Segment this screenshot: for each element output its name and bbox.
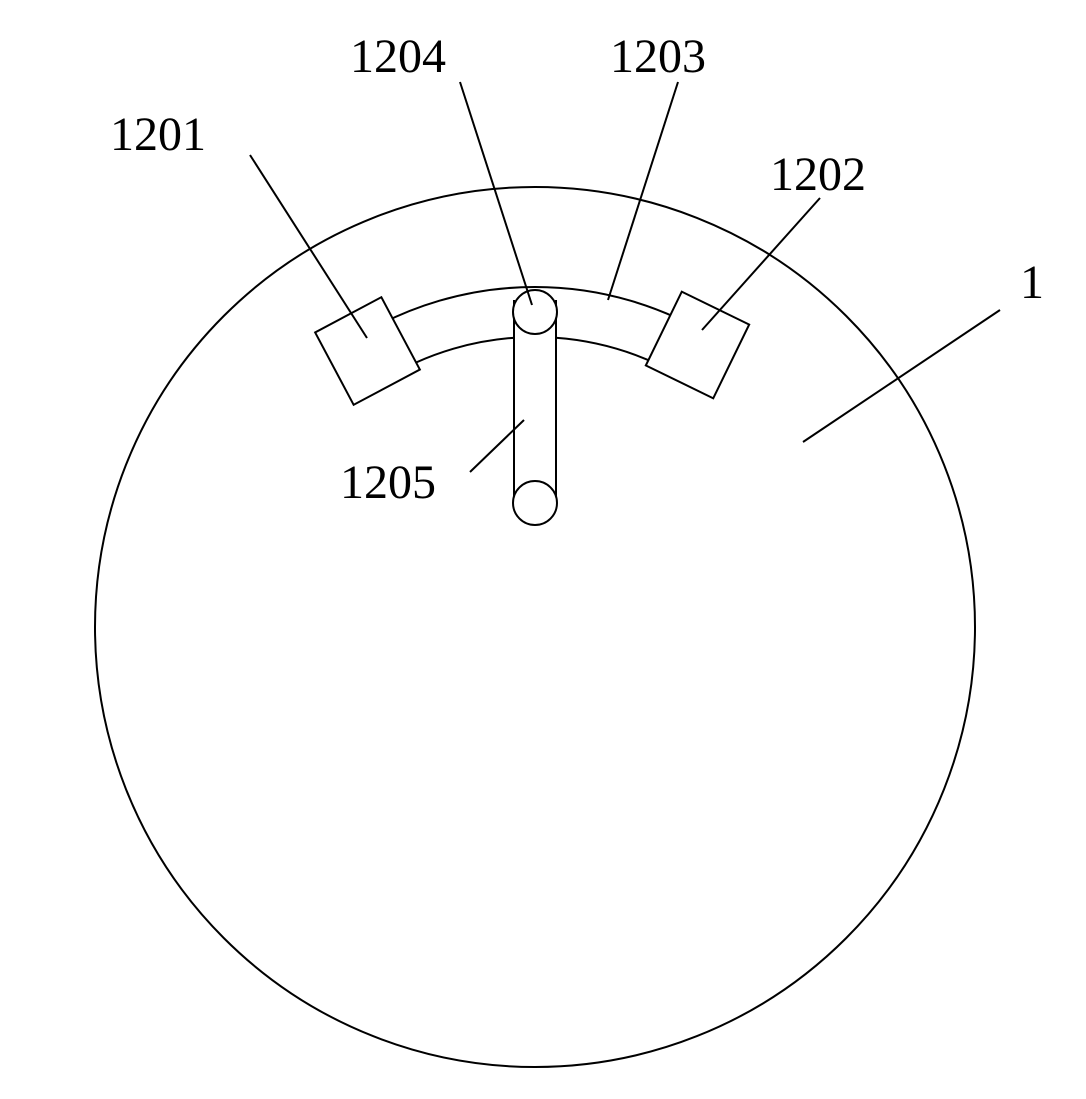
label-1205: 1205	[340, 456, 436, 509]
label-1: 1	[1020, 256, 1044, 309]
label-1203: 1203	[610, 30, 706, 83]
leader-1	[803, 310, 1000, 442]
leader-1204	[460, 82, 532, 305]
leader-1203	[608, 82, 678, 300]
bottom-pin	[513, 481, 557, 525]
right-block	[646, 292, 749, 399]
technical-diagram: 1201 1204 1203 1202 1 1205	[0, 0, 1086, 1099]
leader-1201	[250, 155, 367, 338]
leader-1202	[702, 198, 820, 330]
label-1201: 1201	[110, 108, 206, 161]
top-pin	[513, 290, 557, 334]
label-1202: 1202	[770, 148, 866, 201]
label-1204: 1204	[350, 30, 446, 83]
